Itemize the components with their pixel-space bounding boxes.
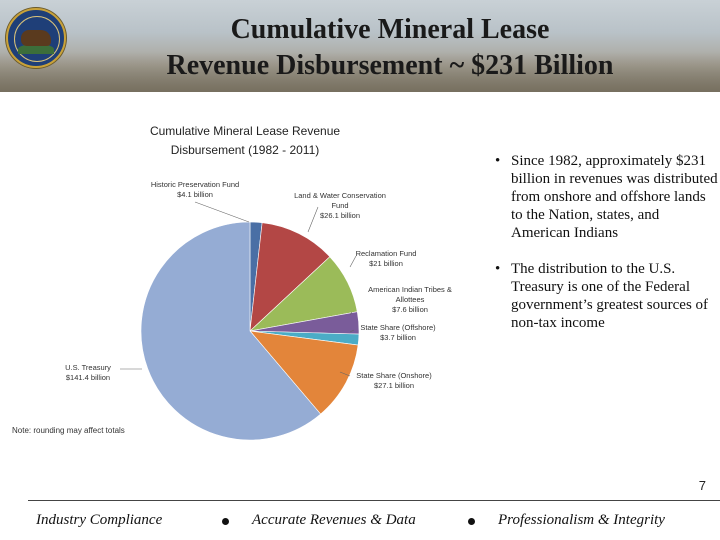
department-seal-icon: [6, 8, 66, 68]
seal-hill: [18, 44, 54, 54]
page-number: 7: [698, 478, 706, 493]
label-leader-line: [194, 201, 250, 223]
slice-label: American Indian Tribes & Allottees $7.6 bi…: [368, 285, 452, 314]
title-line-2: Revenue Disbursement ~ $231 Billion: [166, 50, 614, 81]
pie-chart: Cumulative Mineral Lease Revenue Disburs…: [12, 124, 452, 441]
footer-dot-icon: [468, 518, 475, 525]
pie-labels: Historic Preservation Fund $4.1 billion La…: [65, 180, 452, 390]
slide-header: Cumulative Mineral Lease Revenue Disburs…: [0, 0, 720, 92]
footer: Industry Compliance Accurate Revenues & …: [0, 510, 720, 534]
chart-title-line-1: Cumulative Mineral Lease Revenue: [150, 124, 340, 138]
footer-item-professionalism: Professionalism & Integrity: [498, 512, 665, 528]
slice-label: State Share (Offshore) $3.7 billion: [360, 323, 436, 342]
bullet-item: • Since 1982, approximately $231 billion …: [495, 152, 720, 242]
bullet-list: • Since 1982, approximately $231 billion …: [495, 152, 720, 350]
footer-item-accurate-revenues: Accurate Revenues & Data: [252, 512, 416, 528]
footer-item-industry-compliance: Industry Compliance: [36, 512, 163, 528]
slice-label: U.S. Treasury $141.4 billion: [65, 363, 111, 382]
chart-title-line-2: Disbursement (1982 - 2011): [171, 143, 320, 157]
title-line-1: Cumulative Mineral Lease: [230, 14, 550, 45]
bison-icon: [21, 30, 51, 46]
bullet-icon: •: [495, 261, 501, 277]
bullet-icon: •: [495, 153, 501, 169]
seal-ring: [14, 16, 60, 62]
footer-divider: [28, 500, 720, 501]
slice-label: Historic Preservation Fund $4.1 billion: [151, 180, 239, 199]
label-leader-line: [349, 311, 353, 316]
pie-slices: [140, 221, 360, 441]
slice-label: State Share (Onshore) $27.1 billion: [356, 371, 432, 390]
label-leader-line: [339, 371, 351, 377]
bullet-item: • The distribution to the U.S. Treasury i…: [495, 260, 720, 332]
label-leader-line: [349, 329, 355, 333]
bullet-text: Since 1982, approximately $231 billion i…: [511, 153, 718, 241]
slide-title: Cumulative Mineral Lease Revenue Disburs…: [70, 12, 710, 84]
slice-label: Reclamation Fund $21 billion: [356, 249, 417, 268]
slice-label: Land & Water Conservation Fund $26.1 billi…: [294, 191, 386, 220]
mountain-backdrop: [0, 52, 720, 92]
pie-slice: [249, 330, 359, 415]
bullet-text: The distribution to the U.S. Treasury is…: [511, 261, 709, 331]
chart-note: Note: rounding may affect totals: [12, 426, 125, 435]
label-leader-line: [349, 255, 357, 268]
pie-slice: [140, 221, 322, 441]
label-leader-line: [307, 206, 319, 233]
pie-slice: [249, 222, 331, 332]
footer-dot-icon: [222, 518, 229, 525]
